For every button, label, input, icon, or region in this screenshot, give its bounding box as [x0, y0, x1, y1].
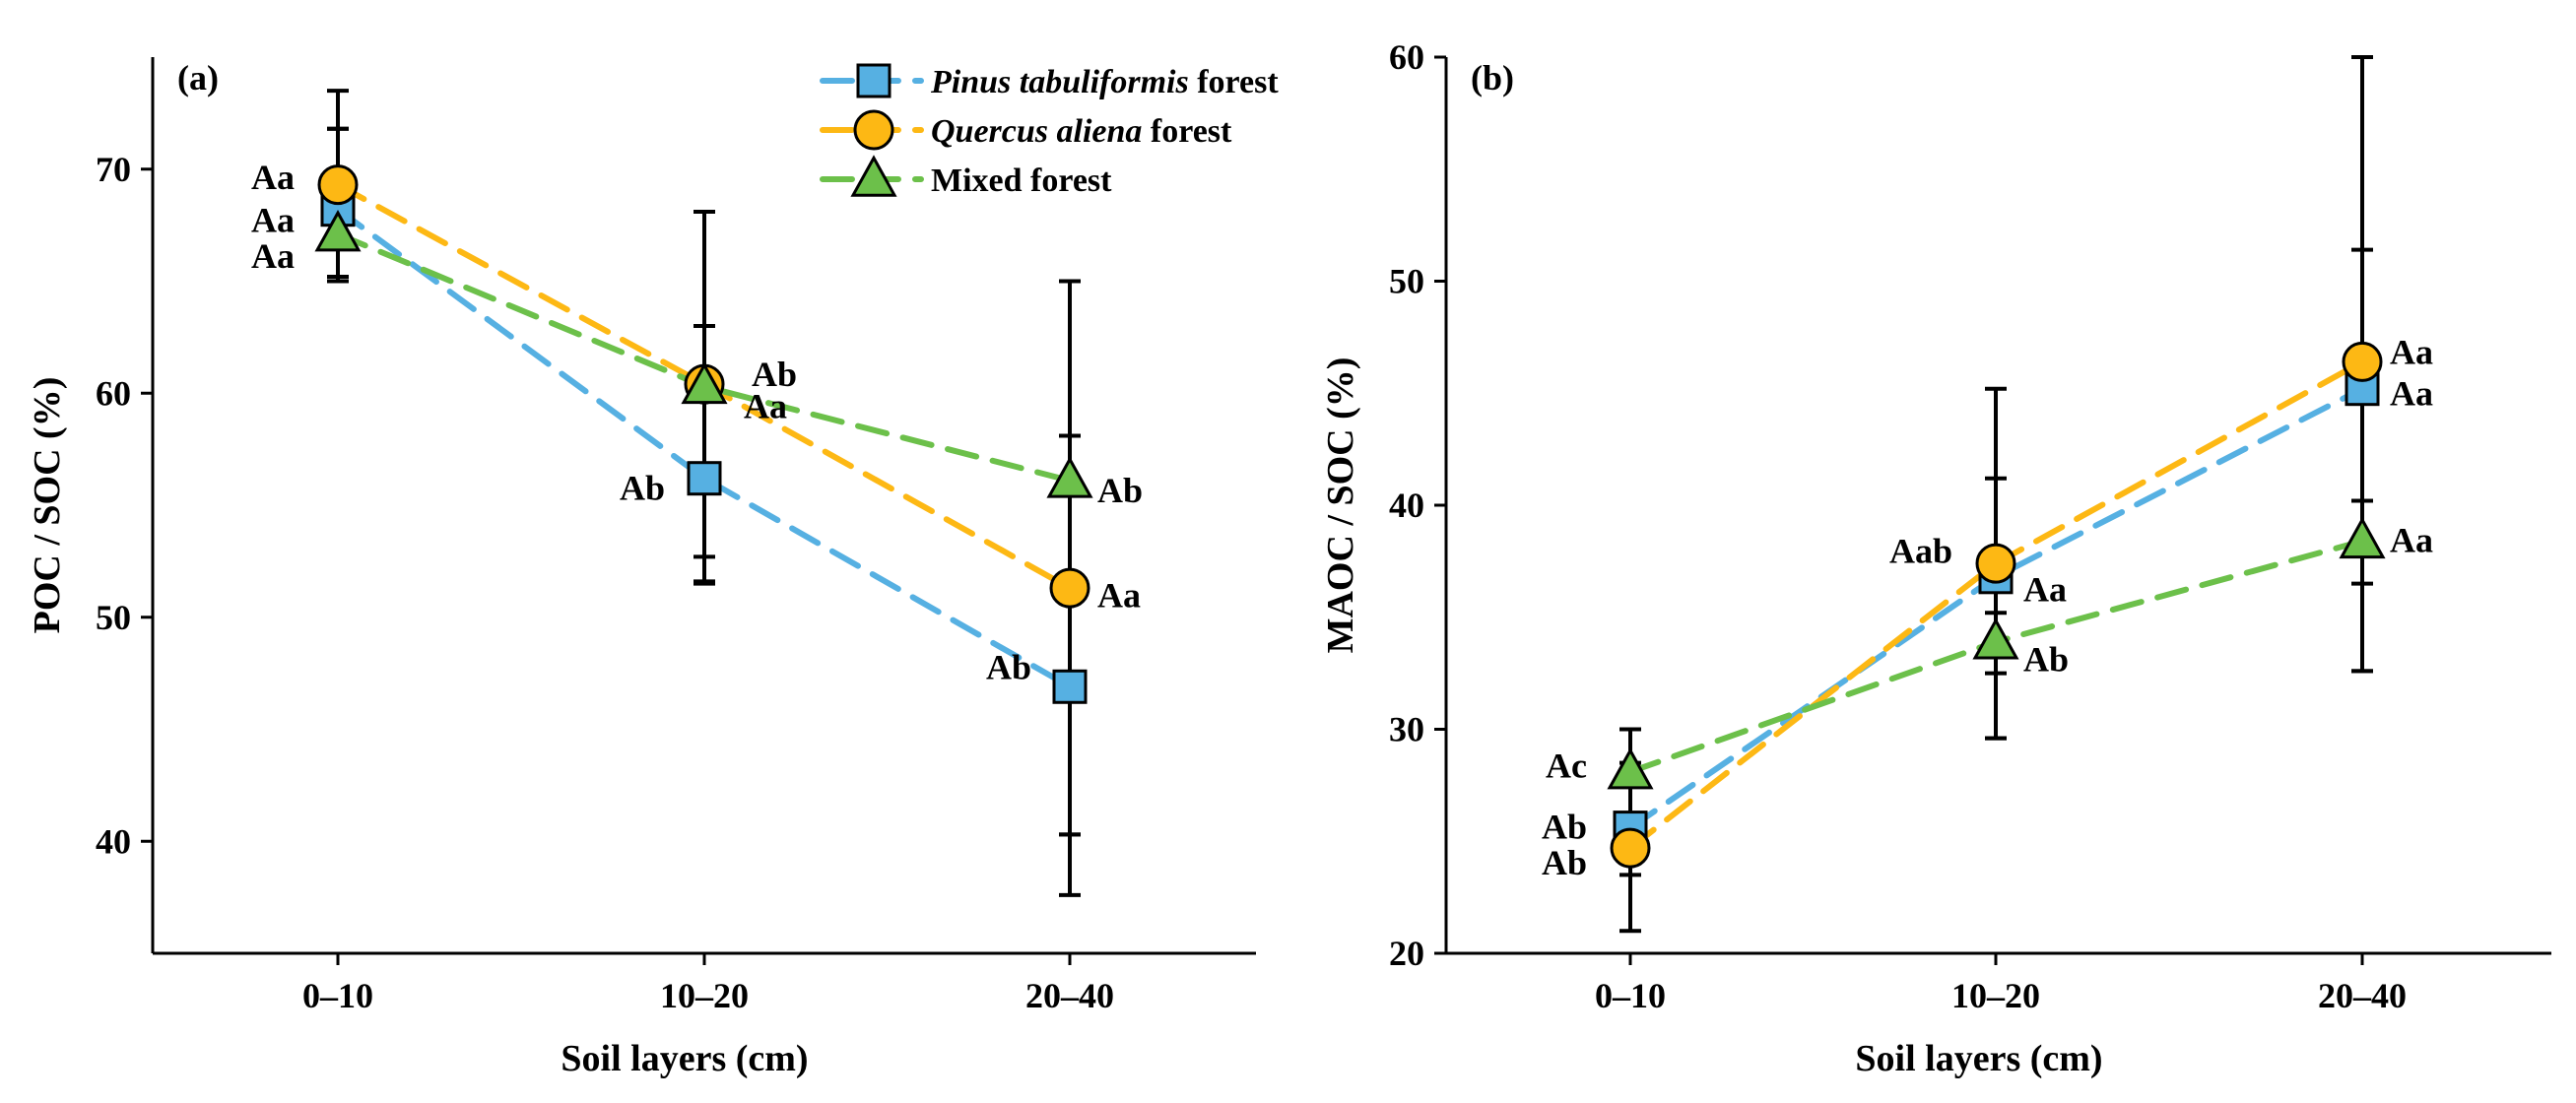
y-tick-label: 40 — [96, 821, 131, 861]
data-point-mixed — [2339, 516, 2386, 559]
data-point-quercus — [1610, 827, 1651, 869]
data-label-pinus: Ab — [986, 647, 1031, 686]
x-axis-label: Soil layers (cm) — [1855, 1038, 2102, 1079]
panel-a: 40 50 60 70 0–10 10–20 20–40 Soil layers (cm) PO… — [27, 57, 1279, 1079]
y-tick-label: 50 — [96, 598, 131, 637]
data-point-pinus — [687, 461, 722, 496]
legend-label-mixed: Mixed forest — [931, 162, 1112, 199]
data-label-quercus: Aab — [1889, 532, 1952, 571]
data-label-mixed: Aa — [2390, 520, 2433, 559]
y-tick-label: 40 — [1389, 486, 1424, 525]
legend-marker-mixed — [850, 155, 897, 197]
x-axis-label: Soil layers (cm) — [561, 1038, 808, 1079]
y-axis-label: POC / SOC (%) — [27, 377, 68, 634]
data-label-mixed: Ab — [1097, 471, 1143, 510]
data-label-quercus: Aa — [1097, 576, 1141, 616]
x-tick-label: 10–20 — [660, 976, 749, 1015]
data-label-pinus: Aa — [2023, 569, 2067, 609]
data-label-mixed: Aa — [251, 236, 295, 276]
data-point-quercus — [1975, 543, 2016, 584]
y-tick-label: 30 — [1389, 710, 1424, 749]
x-tick-label: 0–10 — [302, 976, 373, 1015]
legend-label-quercus: Quercus aliena forest — [931, 113, 1232, 150]
data-label-mixed: Ab — [752, 355, 797, 394]
data-label-pinus: Ab — [1542, 808, 1587, 847]
y-tick-label: 60 — [96, 373, 131, 413]
panel-label: (a) — [177, 58, 219, 97]
y-axis-label: MAOC / SOC (%) — [1320, 357, 1361, 654]
data-point-quercus — [317, 164, 359, 206]
data-label-quercus: Ab — [1542, 843, 1587, 882]
data-label-mixed: Ac — [1546, 746, 1587, 786]
data-label-quercus: Aa — [744, 387, 787, 426]
data-point-mixed — [1046, 456, 1093, 498]
y-tick-label: 50 — [1389, 262, 1424, 301]
x-tick-label: 10–20 — [1951, 976, 2040, 1015]
data-point-quercus — [1049, 567, 1090, 609]
legend-label-pinus: Pinus tabuliformis forest — [930, 64, 1279, 100]
data-label-pinus: Aa — [2390, 374, 2433, 414]
data-label-mixed: Ab — [2023, 639, 2069, 679]
data-point-mixed — [1607, 747, 1654, 790]
panel-b: 20 30 40 50 60 0–10 10–20 20–40 Soil layers (cm)… — [1320, 37, 2551, 1079]
data-point-pinus — [1052, 669, 1088, 704]
data-label-pinus: Ab — [620, 469, 665, 508]
data-point-quercus — [2342, 341, 2383, 382]
data-label-quercus: Aa — [2390, 332, 2433, 371]
data-point-mixed — [314, 210, 362, 252]
y-tick-label: 60 — [1389, 37, 1424, 77]
data-point-mixed — [1972, 617, 2019, 660]
legend-marker-pinus — [856, 63, 892, 98]
y-tick-label: 70 — [96, 150, 131, 189]
legend: Pinus tabuliformis forest Quercus aliena … — [820, 63, 1279, 199]
y-tick-label: 20 — [1389, 934, 1424, 973]
legend-marker-quercus — [853, 109, 894, 151]
panel-label: (b) — [1471, 58, 1514, 97]
x-tick-label: 0–10 — [1595, 976, 1666, 1015]
data-point-mixed — [681, 361, 728, 405]
series-line-pinus — [335, 206, 1073, 690]
data-label-pinus: Aa — [251, 201, 295, 240]
x-tick-label: 20–40 — [2318, 976, 2407, 1015]
data-label-quercus: Aa — [251, 158, 295, 197]
x-tick-label: 20–40 — [1025, 976, 1114, 1015]
